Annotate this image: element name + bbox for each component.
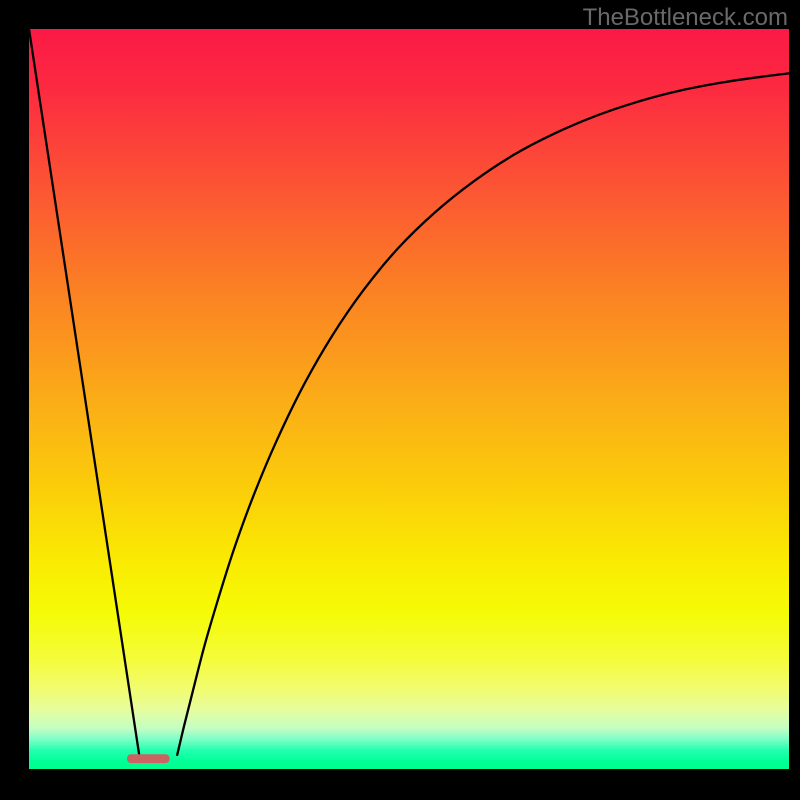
watermark-text: TheBottleneck.com (583, 4, 788, 32)
chart-plot-area (29, 29, 789, 769)
right-ascending-curve (177, 73, 789, 755)
chart-curves-layer (29, 29, 789, 769)
minimum-marker (127, 754, 170, 763)
left-descending-line (29, 29, 139, 755)
